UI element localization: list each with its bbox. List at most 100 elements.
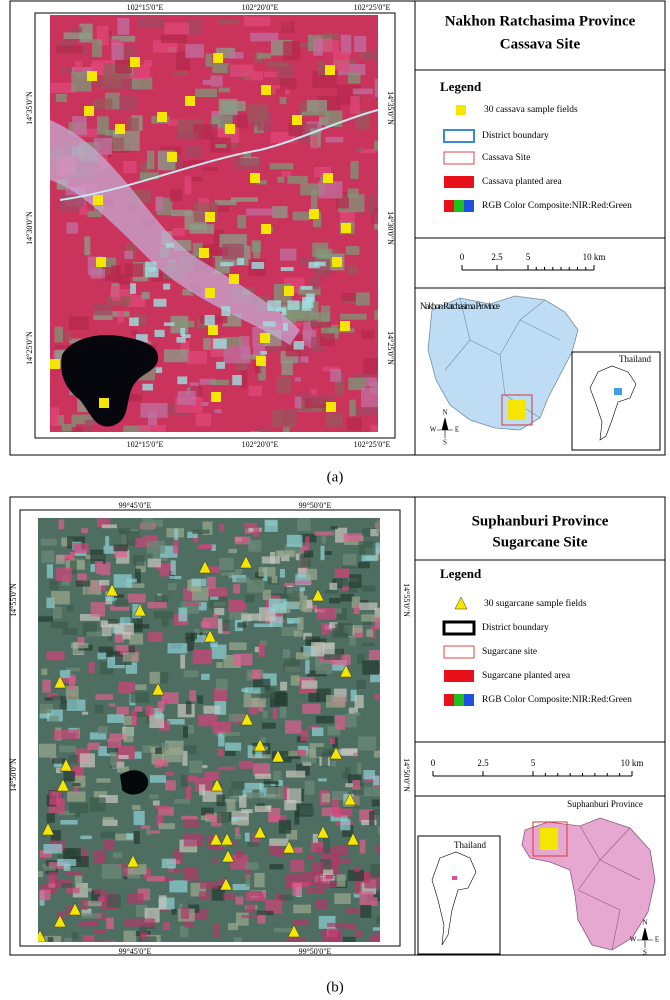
land-patch (101, 624, 112, 637)
sample-field (219, 877, 233, 891)
sample-field (41, 822, 55, 836)
land-patch (250, 32, 279, 42)
land-patch (123, 930, 137, 942)
land-patch (137, 936, 157, 942)
land-patch (311, 135, 318, 149)
land-patch (273, 770, 282, 783)
land-patch (133, 314, 147, 325)
land-patch (244, 71, 264, 81)
province-mark (452, 876, 457, 880)
land-patch (185, 44, 204, 58)
land-patch (368, 650, 380, 660)
land-patch (319, 116, 329, 126)
land-patch (222, 313, 242, 327)
land-patch (70, 560, 77, 575)
land-patch (97, 726, 108, 734)
land-patch (136, 904, 148, 917)
district-lines (444, 297, 561, 419)
land-patch (338, 749, 357, 755)
land-patch (253, 678, 271, 691)
land-patch (198, 602, 207, 611)
land-patch (332, 791, 348, 801)
land-patch (246, 891, 266, 901)
sample-field (225, 124, 235, 134)
land-patch (321, 752, 328, 768)
legend-item: District boundary (482, 623, 549, 633)
coord-label: 99°45'0"E (119, 501, 152, 510)
land-patch (147, 830, 161, 834)
land-patch (47, 709, 63, 722)
land-patch (137, 888, 151, 901)
legend-item: Sugarcane site (482, 647, 537, 657)
land-patch (184, 845, 196, 851)
land-patch (62, 628, 78, 635)
land-patch (118, 681, 135, 694)
land-patch (217, 618, 223, 634)
sample-field (253, 738, 267, 752)
bright-patch (314, 261, 326, 267)
legend-symbol (443, 129, 475, 143)
land-patch (295, 574, 311, 586)
compass-letter: W (630, 936, 637, 944)
sample-field (133, 603, 147, 617)
land-patch (60, 820, 78, 825)
land-patch (71, 643, 89, 649)
sample-field (250, 173, 260, 183)
legend-item: 30 cassava sample fields (484, 104, 578, 115)
land-patch (147, 558, 161, 568)
land-patch (240, 369, 248, 389)
sample-field (84, 106, 94, 116)
sample-field (68, 902, 82, 916)
land-patch (283, 658, 301, 673)
land-patch (199, 784, 206, 796)
land-patch (228, 788, 243, 796)
land-patch (57, 911, 65, 921)
land-patch (370, 425, 378, 432)
land-patch (361, 614, 380, 622)
land-patch (293, 904, 311, 914)
land-patch (159, 569, 176, 577)
land-patch (107, 35, 136, 42)
land-patch (347, 774, 362, 786)
land-patch (107, 619, 118, 624)
sample-field (220, 832, 234, 846)
land-patch (211, 544, 216, 551)
land-patch (315, 715, 334, 724)
bright-patch (300, 285, 313, 290)
land-patch (285, 847, 303, 853)
land-patch (377, 889, 380, 898)
land-patch (239, 794, 247, 808)
land-patch (182, 289, 194, 296)
land-patch (288, 620, 294, 624)
sample-field (316, 825, 330, 839)
land-patch (66, 699, 86, 711)
land-patch (61, 423, 76, 432)
land-patch (229, 52, 244, 59)
land-patch (359, 602, 378, 611)
land-patch (202, 790, 223, 802)
land-patch (131, 710, 137, 726)
land-patch (364, 52, 378, 61)
land-patch (362, 585, 376, 592)
land-patch (217, 748, 224, 757)
land-patch (373, 750, 380, 758)
sample-field (38, 929, 47, 942)
land-patch (68, 674, 76, 690)
land-patch (311, 642, 325, 657)
land-patch (350, 796, 360, 806)
land-patch (293, 630, 303, 637)
land-patch (55, 567, 73, 581)
land-patch (348, 377, 366, 391)
land-patch (210, 641, 218, 647)
land-patch (68, 316, 89, 330)
land-patch (145, 705, 154, 716)
land-patch (286, 830, 298, 840)
land-patch (195, 413, 211, 427)
land-patch (297, 749, 306, 757)
land-patch (102, 839, 115, 851)
land-patch (157, 878, 174, 882)
land-patch (237, 819, 249, 826)
land-patch (102, 819, 118, 826)
land-patch (243, 16, 271, 27)
panel-border (9, 0, 666, 456)
